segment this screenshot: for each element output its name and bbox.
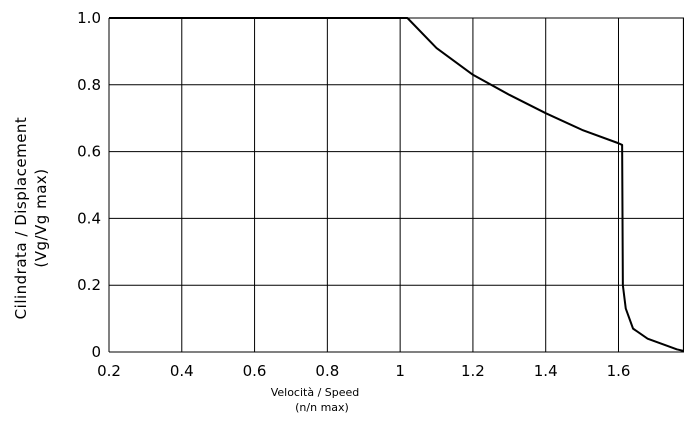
x-tick-label-0: 0.2: [97, 362, 121, 380]
y-axis-label-line-2: (Vg/Vg max): [32, 168, 50, 267]
y-tick-label-1: 0.2: [77, 276, 101, 294]
x-tick-label-6: 1.4: [534, 362, 558, 380]
grid: [108, 17, 684, 353]
y-tick-label-4: 0.8: [77, 76, 101, 94]
x-tick-label-2: 0.6: [243, 362, 267, 380]
y-tick-labels: 0 0.2 0.4 0.6 0.8 1.0: [77, 9, 101, 361]
series-layer: [109, 17, 684, 352]
y-tick-label-0: 0: [91, 343, 101, 361]
y-tick-label-3: 0.6: [77, 143, 101, 161]
series-line-0: [109, 17, 684, 352]
x-tick-label-7: 1.6: [607, 362, 631, 380]
x-tick-label-5: 1.2: [461, 362, 485, 380]
x-tick-labels: 0.2 0.4 0.6 0.8 1 1.2 1.4 1.6: [97, 362, 630, 380]
y-axis-label-line-1: Cilindrata / Displacement: [12, 117, 30, 320]
x-axis-label-line-1: Velocità / Speed: [271, 386, 360, 399]
y-tick-label-2: 0.4: [77, 209, 101, 227]
x-axis-label-line-2: (n/n max): [295, 401, 349, 414]
x-tick-label-4: 1: [395, 362, 405, 380]
y-tick-label-5: 1.0: [77, 9, 101, 27]
x-tick-label-3: 0.8: [315, 362, 339, 380]
x-tick-label-1: 0.4: [170, 362, 194, 380]
